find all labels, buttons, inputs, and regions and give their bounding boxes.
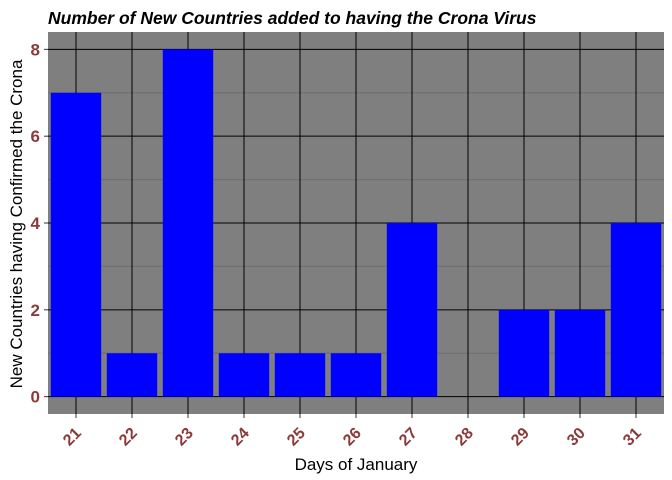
y-tick-label: 4 bbox=[31, 214, 41, 233]
x-tick-label: 21 bbox=[60, 425, 85, 450]
bar-30 bbox=[554, 309, 606, 397]
x-tick-label: 29 bbox=[508, 425, 533, 450]
x-tick-label: 28 bbox=[452, 425, 477, 450]
bar-23 bbox=[162, 49, 214, 397]
x-tick-label: 24 bbox=[228, 425, 253, 450]
y-tick-label: 2 bbox=[31, 301, 40, 320]
y-axis-label: New Countries having Confirmed the Crona bbox=[7, 59, 26, 388]
bar-22 bbox=[106, 353, 158, 397]
bar-25 bbox=[274, 353, 326, 397]
x-tick-label: 22 bbox=[116, 425, 141, 450]
x-tick-label: 26 bbox=[340, 425, 365, 450]
bar-24 bbox=[218, 353, 270, 397]
y-tick-label: 8 bbox=[31, 40, 40, 59]
x-tick-label: 27 bbox=[396, 425, 421, 450]
bar-29 bbox=[498, 309, 550, 397]
y-tick-label: 6 bbox=[31, 127, 40, 146]
y-tick-label: 0 bbox=[31, 388, 40, 407]
x-axis-label: Days of January bbox=[295, 455, 418, 474]
bar-26 bbox=[330, 353, 382, 397]
x-tick-label: 31 bbox=[620, 425, 645, 450]
x-tick-label: 23 bbox=[172, 425, 197, 450]
bar-27 bbox=[386, 223, 438, 397]
x-tick-label: 25 bbox=[284, 425, 309, 450]
bar-31 bbox=[610, 223, 662, 397]
bar-21 bbox=[50, 92, 102, 397]
x-tick-label: 30 bbox=[564, 425, 589, 450]
bars bbox=[50, 49, 662, 397]
chart-title: Number of New Countries added to having … bbox=[48, 8, 537, 28]
x-axis-ticks: 21 22 23 24 25 26 27 28 29 30 31 bbox=[60, 414, 645, 449]
y-axis-ticks: 0 2 4 6 8 bbox=[31, 40, 48, 407]
